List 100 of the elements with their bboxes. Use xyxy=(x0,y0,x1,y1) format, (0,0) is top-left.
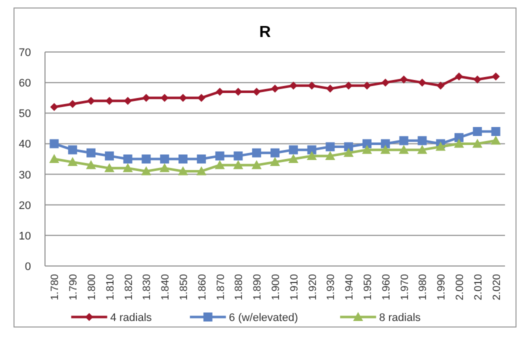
x-tick-label: 1.830 xyxy=(141,274,154,300)
x-tick-label: 1.900 xyxy=(270,274,282,300)
x-tick-label: 1.780 xyxy=(49,274,62,300)
point xyxy=(491,126,500,136)
y-tick-label: 70 xyxy=(18,47,31,59)
x-tick-label: 1.850 xyxy=(178,274,190,300)
point xyxy=(325,150,336,160)
point xyxy=(214,160,225,170)
y-tick-label: 30 xyxy=(18,169,31,182)
x-tick-label: 1.910 xyxy=(288,274,300,300)
x-tick-label: 1.810 xyxy=(104,274,116,300)
point xyxy=(252,148,262,158)
point xyxy=(307,145,316,154)
point xyxy=(68,157,78,166)
x-tick-label: 1.970 xyxy=(398,274,411,300)
point xyxy=(123,154,132,164)
point xyxy=(326,142,335,152)
point xyxy=(50,139,59,148)
point xyxy=(196,154,206,164)
point xyxy=(288,154,298,163)
point xyxy=(142,154,151,164)
point xyxy=(270,148,280,158)
point xyxy=(306,150,317,160)
x-tick-label: 1.880 xyxy=(233,274,246,300)
x-tick-label: 1.860 xyxy=(196,274,208,300)
point xyxy=(417,144,428,154)
point xyxy=(472,126,482,136)
x-tick-label: 1.990 xyxy=(436,274,448,300)
x-tick-label: 2.000 xyxy=(454,274,466,300)
point xyxy=(308,82,316,90)
x-tick-label: 1.940 xyxy=(344,274,356,300)
x-tick-label: 1.820 xyxy=(122,274,135,300)
point xyxy=(86,160,96,170)
x-tick-label: 1.960 xyxy=(380,274,392,300)
x-tick-label: 2.020 xyxy=(490,274,503,300)
point xyxy=(288,145,298,154)
y-tick-label: 50 xyxy=(18,108,31,120)
x-tick-label: 1.980 xyxy=(417,274,430,300)
point xyxy=(436,142,446,151)
point xyxy=(142,94,150,102)
point xyxy=(179,94,187,102)
y-tick-label: 10 xyxy=(18,230,31,242)
point xyxy=(124,96,132,105)
x-tick-label: 1.790 xyxy=(68,274,80,300)
point xyxy=(160,163,170,172)
point xyxy=(363,82,371,90)
x-tick-label: 2.010 xyxy=(472,274,484,300)
x-tick-label: 1.800 xyxy=(86,274,98,300)
point xyxy=(160,154,170,164)
point xyxy=(455,72,463,80)
point xyxy=(86,148,96,158)
point xyxy=(68,145,78,154)
point xyxy=(418,136,427,146)
point xyxy=(234,151,243,160)
point xyxy=(104,151,114,160)
point xyxy=(271,84,279,93)
legend-label: 8 radials xyxy=(379,312,422,324)
point xyxy=(418,78,426,87)
point xyxy=(178,154,188,164)
point xyxy=(233,160,244,170)
point xyxy=(178,166,188,176)
point xyxy=(400,76,408,84)
point xyxy=(122,163,133,172)
y-tick-label: 40 xyxy=(18,138,31,151)
point xyxy=(490,136,501,145)
point xyxy=(50,103,58,112)
point xyxy=(252,160,262,170)
point xyxy=(197,94,206,102)
x-tick-label: 1.840 xyxy=(160,274,172,300)
chart-title: R xyxy=(259,24,272,41)
point xyxy=(454,138,464,148)
y-tick-label: 60 xyxy=(18,78,31,90)
point xyxy=(68,100,77,108)
point xyxy=(141,166,152,176)
y-tick-label: 20 xyxy=(18,200,31,212)
point xyxy=(344,148,354,157)
point xyxy=(398,144,409,154)
point xyxy=(492,72,500,80)
point xyxy=(436,82,445,90)
point xyxy=(215,151,224,160)
point xyxy=(105,96,114,105)
point xyxy=(289,82,298,90)
point xyxy=(326,84,334,93)
x-tick-label: 1.870 xyxy=(214,274,227,300)
point xyxy=(344,82,353,90)
point xyxy=(473,76,482,84)
x-tick-label: 1.930 xyxy=(325,274,338,300)
y-tick-label: 0 xyxy=(24,261,31,273)
legend-label: 4 radials xyxy=(110,312,152,324)
point xyxy=(362,139,372,148)
point xyxy=(196,166,206,176)
point xyxy=(49,154,60,163)
point xyxy=(399,136,408,146)
point xyxy=(104,163,114,172)
point xyxy=(454,133,464,142)
point xyxy=(362,144,372,154)
point xyxy=(270,157,280,166)
x-tick-label: 1.920 xyxy=(306,274,319,300)
x-tick-label: 1.890 xyxy=(252,274,264,300)
legend-label: 6 (w/elevated) xyxy=(228,312,298,324)
